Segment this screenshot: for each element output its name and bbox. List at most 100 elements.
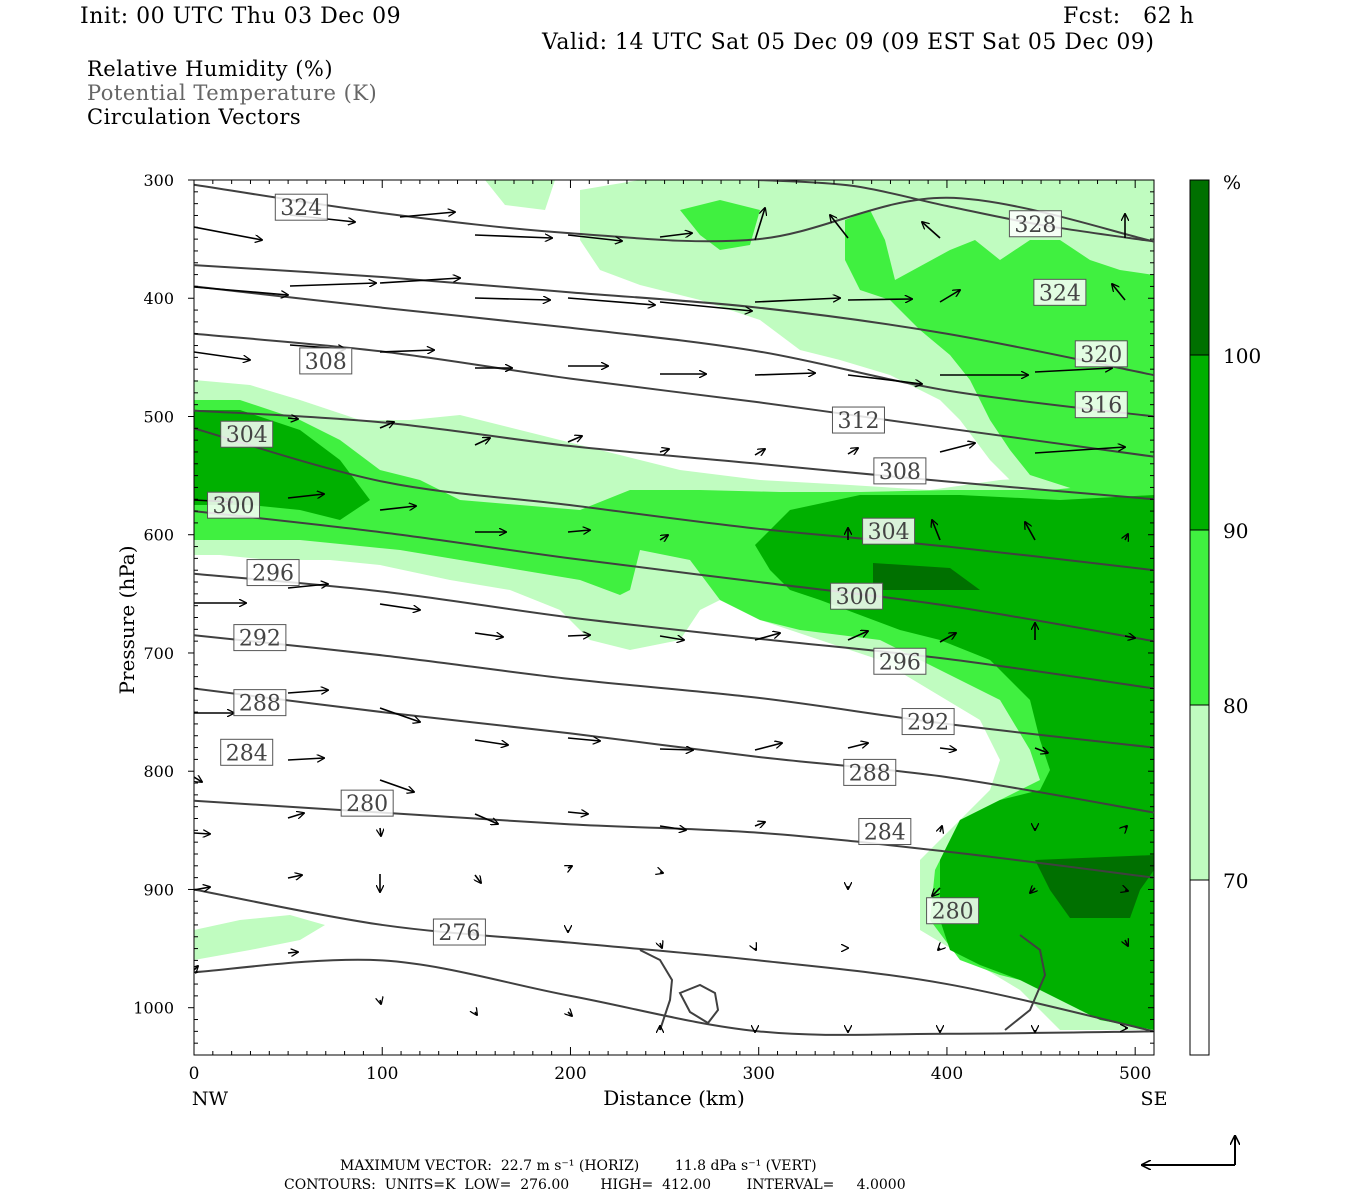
circulation-vector <box>379 707 420 722</box>
theta-label-304: 304 <box>868 520 910 545</box>
theta-label-328: 328 <box>1014 213 1056 238</box>
circulation-vector <box>567 635 590 636</box>
theta-label-288: 288 <box>849 761 891 786</box>
y-tick-label: 400 <box>143 289 174 308</box>
rh-70-80-region <box>485 180 555 210</box>
circulation-vector <box>659 749 693 750</box>
circulation-vector <box>659 826 686 830</box>
circulation-vector <box>289 283 376 286</box>
circulation-vector <box>474 298 550 300</box>
circulation-vector <box>938 948 940 950</box>
circulation-vector <box>932 520 941 541</box>
theta-contour-308 <box>194 409 1154 501</box>
max-vector-key <box>1142 1136 1235 1165</box>
circulation-vector <box>1030 888 1035 893</box>
circulation-vector <box>568 866 572 868</box>
circulation-vector <box>660 872 663 873</box>
colorbar-band <box>1189 704 1210 881</box>
circulation-vector <box>659 449 669 452</box>
circulation-vector <box>379 422 394 429</box>
theta-contour-304 <box>194 427 1154 572</box>
rh-shading <box>194 180 1154 1030</box>
y-tick-label: 500 <box>143 407 174 426</box>
circulation-vector <box>754 633 780 641</box>
theta-label-296: 296 <box>252 562 294 587</box>
theta-label-box <box>340 789 394 817</box>
circulation-vector <box>567 297 655 305</box>
circulation-vector <box>194 833 210 834</box>
theta-contours <box>194 180 1154 1036</box>
circulation-vector <box>940 826 942 832</box>
circulation-vector <box>830 215 849 239</box>
circulation-vector <box>847 299 912 300</box>
circulation-vector <box>754 449 765 455</box>
circulation-vector <box>287 758 324 760</box>
circulation-vector <box>287 813 304 818</box>
colorbar-unit: % <box>1223 172 1241 194</box>
circulation-vector <box>847 448 858 454</box>
x-tick-label: 100 <box>366 1064 398 1084</box>
forecast-hour: Fcst: 62 h <box>1063 4 1195 29</box>
circulation-vector <box>1034 447 1125 454</box>
colorbar-level-label: 100 <box>1223 344 1261 368</box>
circulation-vector <box>379 350 434 352</box>
theta-label-324: 324 <box>280 196 322 221</box>
theta-label-288: 288 <box>239 692 281 717</box>
theta-label-box <box>274 193 328 221</box>
circulation-vector <box>847 743 868 749</box>
theta-label-box <box>873 647 927 675</box>
contour-info-text: CONTOURS: UNITS=K LOW= 276.00 HIGH= 412.… <box>284 1177 906 1193</box>
circulation-vector <box>474 633 503 637</box>
circulation-vector <box>475 1012 477 1015</box>
theta-contour-292 <box>194 634 1154 749</box>
theta-label-box <box>233 689 287 717</box>
circulation-vector <box>567 436 582 443</box>
rh-70-80-region <box>194 915 325 960</box>
circulation-vector <box>287 584 328 589</box>
circulation-vector <box>287 494 324 499</box>
circulation-vector <box>1125 940 1128 946</box>
theta-contour-296 <box>194 572 1154 690</box>
circulation-vector <box>1125 534 1128 540</box>
circulation-vector <box>1124 636 1135 638</box>
theta-label-284: 284 <box>864 821 906 846</box>
circulation-vector <box>754 298 840 303</box>
theta-label-box <box>1074 340 1128 368</box>
colorbar: 100 90 80 70% <box>1189 172 1261 1056</box>
theta-label-box <box>862 517 916 545</box>
theta-label-box <box>207 491 261 519</box>
theta-label-box <box>220 420 274 448</box>
theta-label-308: 308 <box>879 460 921 485</box>
theta-contour-288 <box>194 687 1154 814</box>
circulation-vector <box>1125 826 1127 828</box>
circulation-vector <box>474 438 490 446</box>
theta-label-box <box>1033 278 1087 306</box>
circulation-vector <box>287 875 302 878</box>
theta-label-box <box>873 457 927 485</box>
x-axis-label: Distance (km) <box>603 1086 745 1110</box>
circulation-vector <box>380 1000 381 1004</box>
theta-labels: 324 328 324 320 316 308 312 308 304 300 304 296 300 2… <box>207 193 1128 946</box>
y-tick-label: 900 <box>143 880 174 899</box>
circulation-vector <box>922 222 941 239</box>
circulation-vector <box>194 351 250 360</box>
circulation-vector <box>474 813 498 824</box>
circulation-vector <box>287 952 298 953</box>
theta-label-box <box>220 738 274 766</box>
theta-label-280: 280 <box>346 792 388 817</box>
y-tick-label: 700 <box>143 644 174 663</box>
colorbar-level-label: 80 <box>1223 694 1248 718</box>
theta-contour-280 <box>194 888 1154 1033</box>
theta-280-wiggle-contour <box>1004 934 1047 1031</box>
theta-label-box <box>432 918 486 946</box>
circulation-vector <box>567 738 600 741</box>
circulation-vector <box>379 278 460 284</box>
theta-label-292: 292 <box>239 627 281 652</box>
theta-contour-312 <box>194 332 1154 458</box>
theta-contour-320 <box>194 264 1154 377</box>
y-tick-label: 1000 <box>133 999 174 1018</box>
theta-label-box <box>1008 210 1062 238</box>
theta-276-closed-contour <box>678 983 720 1025</box>
rh-above-100-region <box>873 563 980 590</box>
colorbar-band <box>1189 354 1210 531</box>
